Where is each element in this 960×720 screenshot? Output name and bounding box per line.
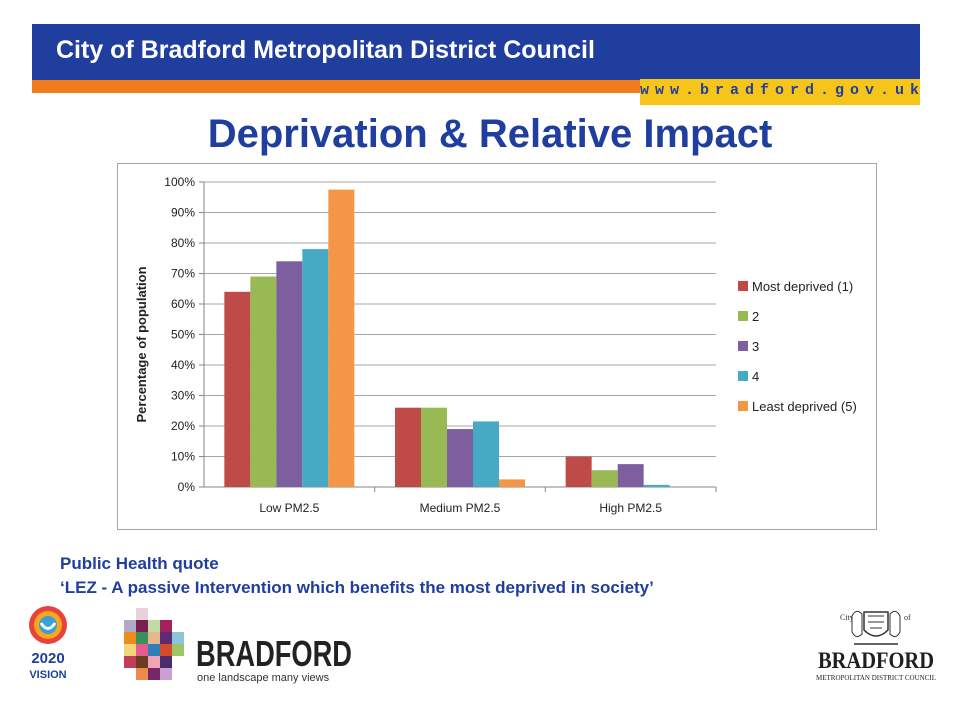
quote-source: Public Health quote xyxy=(60,554,219,573)
vision-year: 2020 xyxy=(31,650,64,667)
bar xyxy=(276,261,303,487)
y-tick-label: 0% xyxy=(178,480,196,494)
crest-of-label: of xyxy=(904,613,911,622)
quote-text: ‘LEZ - A passive Intervention which bene… xyxy=(60,578,654,597)
vision-2020-logo: 2020 VISION xyxy=(29,606,67,681)
bradford-logo: BRADFORD one landscape many views xyxy=(124,608,352,684)
bar xyxy=(224,291,251,487)
council-title: City of Bradford Metropolitan District C… xyxy=(56,36,595,64)
header-bar: City of Bradford Metropolitan District C… xyxy=(32,24,920,80)
bar xyxy=(499,479,525,487)
legend-swatch xyxy=(738,371,748,381)
y-tick-label: 70% xyxy=(171,267,195,281)
legend-label: Least deprived (5) xyxy=(752,399,857,414)
x-tick-label: Medium PM2.5 xyxy=(420,501,501,515)
bar xyxy=(447,429,473,487)
y-tick-label: 80% xyxy=(171,236,195,250)
legend-swatch xyxy=(738,311,748,321)
bar xyxy=(617,464,644,487)
slide-title: Deprivation & Relative Impact xyxy=(207,112,773,156)
vision-ring-inner xyxy=(39,616,57,634)
crest-name: BRADFORD xyxy=(818,648,934,673)
bar xyxy=(591,470,618,487)
council-crest-logo: City of BRADFORD METROPOLITAN DISTRICT C… xyxy=(816,610,936,682)
legend-label: 3 xyxy=(752,339,759,354)
bar xyxy=(421,407,447,487)
bradford-wordmark: BRADFORD xyxy=(196,633,352,674)
legend-swatch xyxy=(738,281,748,291)
quote-block: Public Health quote ‘LEZ - A passive Int… xyxy=(60,552,654,600)
bar-chart: 0% 10% 20% 30% 40% 50% 60% 70% 80% 90% 100% Percent… xyxy=(134,175,857,515)
legend-swatch xyxy=(738,401,748,411)
crest-city-label: City xyxy=(840,613,854,622)
y-tick-label: 90% xyxy=(171,206,195,220)
y-tick-label: 30% xyxy=(171,389,195,403)
x-tick-label: Low PM2.5 xyxy=(259,501,319,515)
y-tick-label: 50% xyxy=(171,328,195,342)
vision-word: VISION xyxy=(29,669,66,681)
bar xyxy=(473,421,499,487)
bar xyxy=(302,249,329,487)
legend-label: Most deprived (1) xyxy=(752,279,853,294)
bar xyxy=(643,484,670,487)
y-tick-label: 20% xyxy=(171,419,195,433)
smile-icon xyxy=(39,622,57,630)
bar xyxy=(328,189,355,487)
legend-label: 4 xyxy=(752,369,759,384)
mosaic-icon xyxy=(124,608,184,680)
website-url-box[interactable]: www.bradford.gov.uk xyxy=(640,79,920,105)
legend-swatch xyxy=(738,341,748,351)
bradford-tagline: one landscape many views xyxy=(197,672,330,684)
coat-of-arms-icon xyxy=(851,610,901,645)
y-tick-label: 40% xyxy=(171,358,195,372)
website-url[interactable]: www.bradford.gov.uk xyxy=(640,82,926,99)
y-axis-title: Percentage of population xyxy=(134,266,149,422)
y-tick-label: 60% xyxy=(171,297,195,311)
x-tick-label: High PM2.5 xyxy=(599,501,662,515)
legend-label: 2 xyxy=(752,309,759,324)
y-tick-label: 100% xyxy=(164,175,195,189)
chart-frame: 0% 10% 20% 30% 40% 50% 60% 70% 80% 90% 100% Percent… xyxy=(117,163,877,530)
bar xyxy=(565,456,592,487)
y-tick-label: 10% xyxy=(171,450,195,464)
bar xyxy=(250,276,277,487)
crest-subtitle: METROPOLITAN DISTRICT COUNCIL xyxy=(816,674,936,682)
bar xyxy=(395,407,421,487)
